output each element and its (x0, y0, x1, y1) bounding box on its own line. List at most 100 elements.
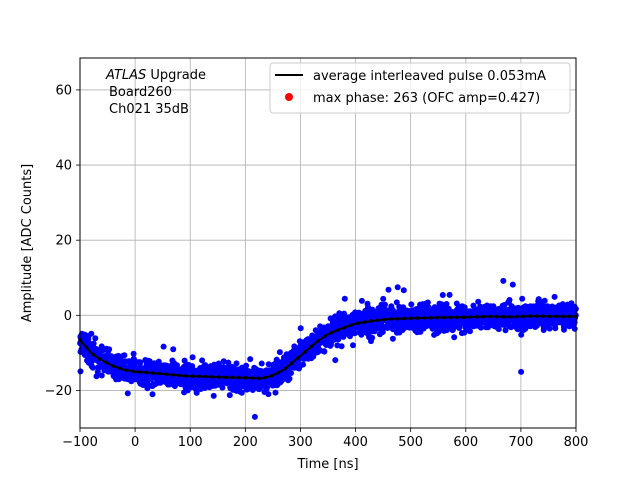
average-pulse-point (322, 334, 327, 339)
scatter-point (353, 315, 360, 322)
scatter-point (276, 377, 283, 384)
scatter-point (470, 302, 477, 309)
scatter-point (272, 378, 278, 385)
scatter-point (316, 330, 323, 337)
scatter-point (327, 342, 334, 349)
average-pulse-point (494, 314, 499, 319)
scatter-point (439, 292, 446, 298)
scatter-point (393, 299, 400, 306)
scatter-point (419, 301, 426, 308)
scatter-point (491, 323, 498, 330)
scatter-point (321, 348, 328, 355)
scatter-point (518, 331, 525, 338)
scatter-point (519, 295, 526, 302)
scatter-point (265, 391, 272, 398)
average-pulse-point (117, 366, 122, 371)
scatter-point (504, 317, 511, 324)
scatter-point (389, 335, 396, 342)
scatter-point (89, 343, 96, 350)
scatter-point (518, 306, 525, 313)
average-pulse-point (184, 374, 188, 378)
average-pulse-point (250, 376, 254, 380)
scatter-point (461, 306, 468, 313)
scatter-point (183, 366, 190, 373)
average-pulse-point (488, 314, 492, 319)
scatter-point (356, 329, 363, 336)
scatter-point (226, 392, 233, 399)
scatter-point (458, 318, 465, 325)
scatter-point (558, 306, 565, 313)
scatter-point (265, 361, 272, 368)
average-pulse-point (197, 374, 201, 379)
average-pulse-point (375, 318, 380, 323)
scatter-point (400, 287, 407, 294)
average-pulse-point (283, 367, 287, 371)
scatter-point (379, 329, 386, 335)
scatter-point (450, 323, 457, 330)
x-tick-label: −100 (62, 435, 98, 450)
scatter-point (518, 368, 525, 375)
legend-box (269, 62, 571, 114)
scatter-point (276, 349, 283, 356)
scatter-point (272, 389, 279, 396)
scatter-point (85, 336, 92, 343)
scatter-point (239, 379, 246, 386)
annotation-atlas: ATLAS (105, 68, 146, 83)
scatter-point (527, 307, 534, 314)
scatter-point (415, 325, 422, 332)
scatter-point (482, 309, 489, 316)
average-pulse-point (468, 315, 473, 319)
scatter-point (98, 345, 105, 352)
scatter-point (159, 376, 166, 383)
scatter-point (341, 295, 348, 302)
scatter-point (550, 308, 557, 315)
scatter-point (85, 352, 92, 359)
scatter-point (151, 361, 158, 368)
scatter-point (297, 325, 304, 332)
scatter-point (131, 356, 137, 363)
average-pulse-point (561, 314, 565, 319)
scatter-point (140, 382, 147, 388)
scatter-point (121, 352, 128, 359)
y-tick-label: −20 (45, 384, 72, 399)
average-pulse-point (164, 372, 168, 377)
scatter-point (541, 325, 548, 332)
average-pulse-point (276, 370, 281, 375)
scatter-point (221, 366, 228, 373)
scatter-point (566, 304, 573, 311)
average-pulse-point (84, 345, 89, 350)
y-axis-label: Amplitude [ADC Counts] (20, 164, 35, 322)
scatter-point (332, 357, 339, 364)
scatter-point (496, 320, 502, 327)
scatter-point (331, 336, 338, 343)
average-pulse-point (336, 328, 340, 332)
scatter-point (396, 320, 403, 326)
scatter-point (438, 319, 445, 326)
scatter-point (433, 327, 440, 333)
scatter-point (149, 391, 156, 398)
scatter-point (181, 389, 188, 396)
scatter-point (424, 299, 431, 306)
scatter-point (244, 386, 250, 393)
scatter-point (317, 323, 324, 330)
scatter-point (291, 364, 298, 371)
scatter-point (350, 342, 356, 349)
scatter-point (456, 323, 463, 330)
average-pulse-point (541, 314, 545, 319)
scatter-point (184, 381, 191, 388)
average-pulse-point (131, 369, 135, 374)
average-pulse-point (303, 350, 307, 354)
scatter-point (199, 357, 206, 364)
average-pulse-point (481, 314, 486, 319)
average-pulse-point (527, 314, 532, 318)
average-pulse-point (382, 317, 387, 322)
scatter-point (341, 310, 348, 317)
scatter-point (475, 298, 482, 305)
scatter-point (231, 365, 238, 372)
annotation-line-1: ATLAS Upgrade (105, 68, 206, 83)
average-pulse-point (521, 314, 525, 319)
scatter-point (455, 306, 462, 313)
scatter-point (94, 368, 101, 375)
average-pulse-point (91, 352, 95, 357)
